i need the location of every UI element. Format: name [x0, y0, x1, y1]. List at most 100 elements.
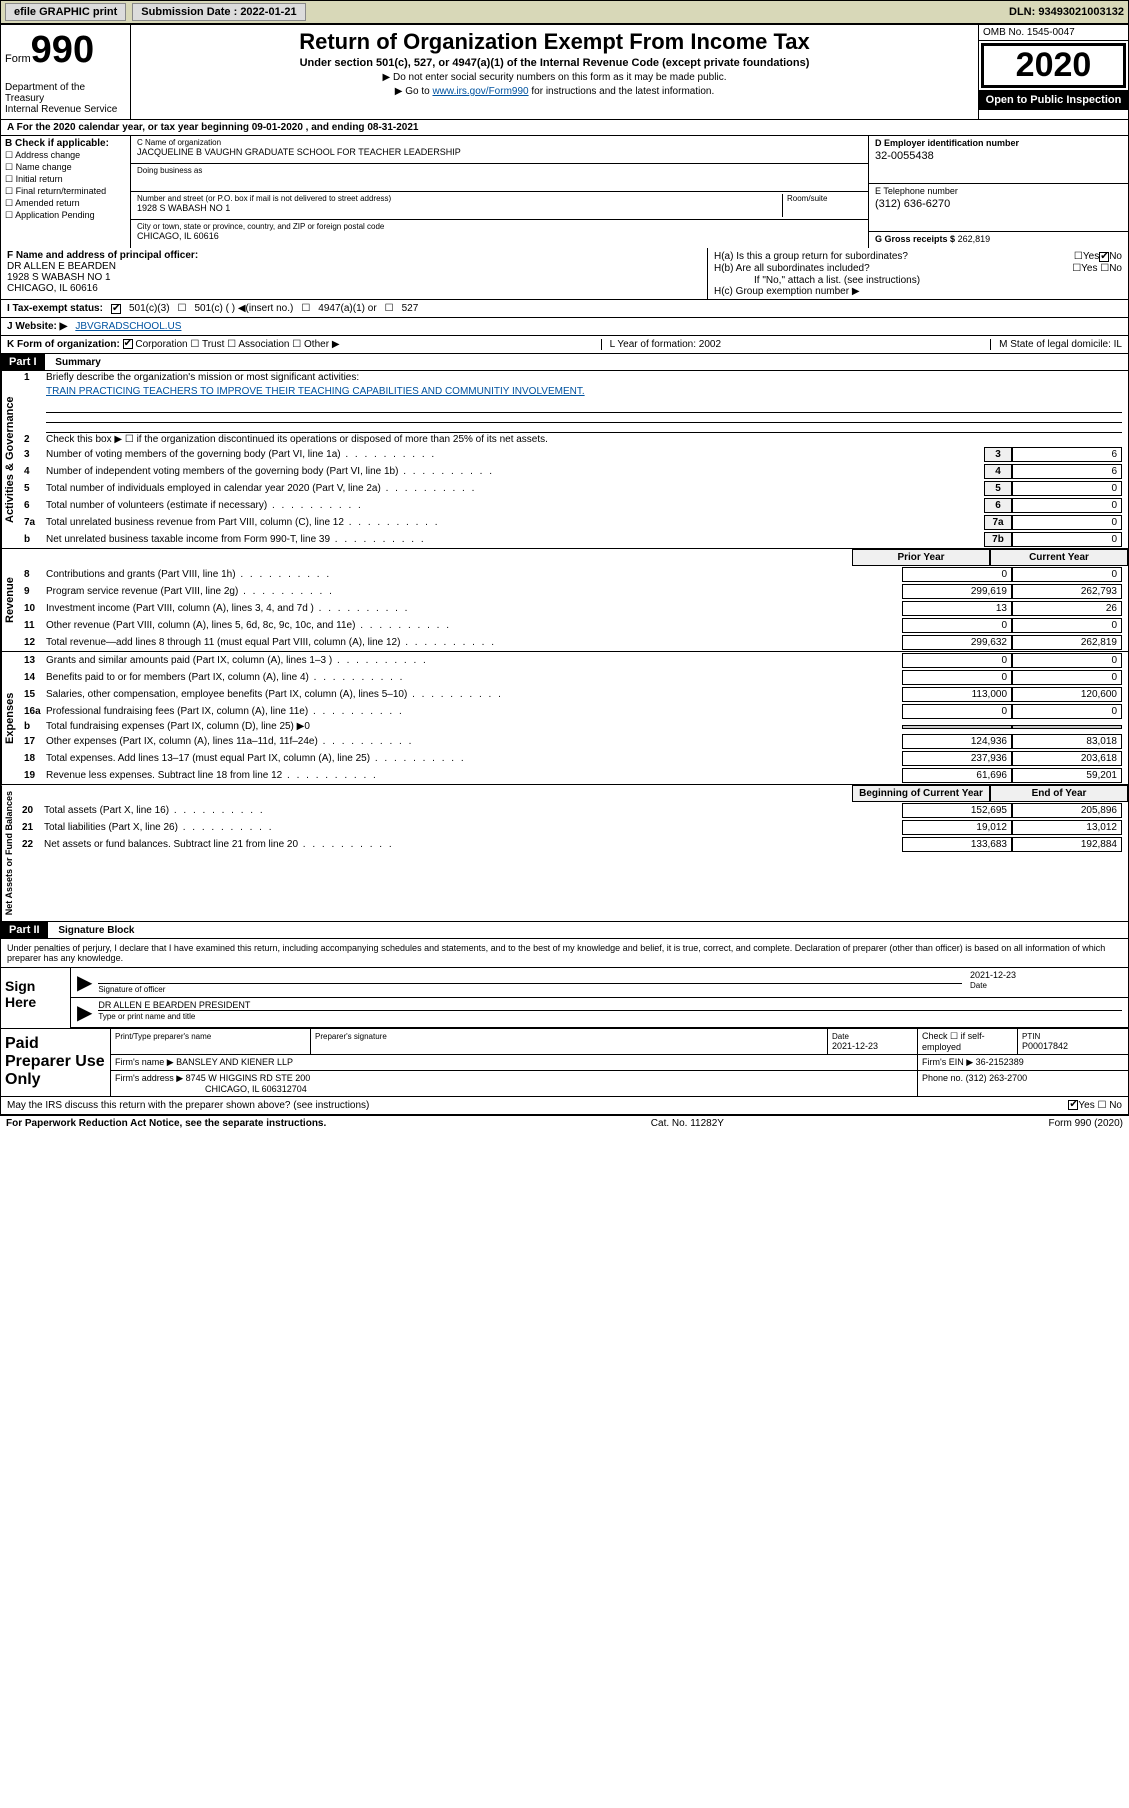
form-title: Return of Organization Exempt From Incom…	[141, 29, 968, 55]
cb-application-pending[interactable]: ☐ Application Pending	[5, 210, 126, 221]
line-21-current: 13,012	[1012, 820, 1122, 835]
line-22-prior: 133,683	[902, 837, 1012, 852]
officer-addr: 1928 S WABASH NO 1	[7, 272, 111, 283]
year-formation: L Year of formation: 2002	[601, 339, 729, 350]
col-beginning: Beginning of Current Year	[852, 785, 990, 802]
k-org-row: K Form of organization: Corporation ☐ Tr…	[0, 336, 1129, 354]
line-21-prior: 19,012	[902, 820, 1012, 835]
line-16a-current: 0	[1012, 704, 1122, 719]
tax-year: 2020	[981, 43, 1126, 88]
l1-desc: Briefly describe the organization's miss…	[46, 372, 1122, 383]
line-15-prior: 113,000	[902, 687, 1012, 702]
line-20-current: 205,896	[1012, 803, 1122, 818]
line-10-current: 26	[1012, 601, 1122, 616]
line-11: 11Other revenue (Part VIII, column (A), …	[18, 617, 1128, 634]
line-9: 9Program service revenue (Part VIII, lin…	[18, 583, 1128, 600]
discuss-yes[interactable]	[1068, 1100, 1078, 1110]
line-17-current: 83,018	[1012, 734, 1122, 749]
line-19: 19Revenue less expenses. Subtract line 1…	[18, 767, 1128, 784]
website-link[interactable]: JBVGRADSCHOOL.US	[75, 321, 181, 332]
line-18-current: 203,618	[1012, 751, 1122, 766]
org-address: 1928 S WABASH NO 1	[137, 203, 782, 213]
line-16a-prior: 0	[902, 704, 1012, 719]
part1-hdr: Part I	[1, 354, 45, 370]
line-5: 5Total number of individuals employed in…	[18, 480, 1128, 497]
cb-name-change[interactable]: ☐ Name change	[5, 162, 126, 173]
officer-city: CHICAGO, IL 60616	[7, 283, 98, 294]
form-ref: Form 990 (2020)	[1049, 1118, 1123, 1129]
l2-desc: Check this box ▶ ☐ if the organization d…	[46, 434, 1122, 445]
line-9-current: 262,793	[1012, 584, 1122, 599]
ha-no-checked[interactable]	[1099, 252, 1109, 262]
cb-501c3[interactable]	[111, 304, 121, 314]
line-14: 14Benefits paid to or for members (Part …	[18, 669, 1128, 686]
line-8: 8Contributions and grants (Part VIII, li…	[18, 566, 1128, 583]
cb-address-change[interactable]: ☐ Address change	[5, 150, 126, 161]
part1-title: Summary	[47, 355, 109, 370]
sig-name: DR ALLEN E BEARDEN PRESIDENT	[98, 1000, 1122, 1011]
line-12-current: 262,819	[1012, 635, 1122, 650]
tab-expenses: Expenses	[1, 652, 18, 784]
cb-corporation[interactable]	[123, 339, 133, 349]
sign-here-label: Sign Here	[1, 968, 71, 1028]
line-6: 6Total number of volunteers (estimate if…	[18, 497, 1128, 514]
line-20-prior: 152,695	[902, 803, 1012, 818]
line-18-prior: 237,936	[902, 751, 1012, 766]
tab-revenue: Revenue	[1, 549, 18, 651]
cb-amended-return[interactable]: ☐ Amended return	[5, 198, 126, 209]
c-name-lbl: C Name of organization	[137, 138, 862, 147]
city-lbl: City or town, state or province, country…	[137, 222, 862, 231]
firm-ein: 36-2152389	[976, 1057, 1024, 1067]
dba-lbl: Doing business as	[137, 166, 862, 175]
line-12-prior: 299,632	[902, 635, 1012, 650]
cb-initial-return[interactable]: ☐ Initial return	[5, 174, 126, 185]
line-16a: 16aProfessional fundraising fees (Part I…	[18, 703, 1128, 720]
tax-exempt-row: I Tax-exempt status: 501(c)(3) ☐ 501(c) …	[0, 300, 1129, 318]
dln-label: DLN: 93493021003132	[1009, 6, 1124, 18]
line-11-current: 0	[1012, 618, 1122, 633]
public-inspection: Open to Public Inspection	[979, 90, 1128, 110]
section-revenue: Revenue Prior YearCurrent Year 8Contribu…	[0, 549, 1129, 652]
submission-date-button[interactable]: Submission Date : 2022-01-21	[132, 3, 305, 21]
ptin: P00017842	[1022, 1041, 1068, 1051]
efile-print-button[interactable]: efile GRAPHIC print	[5, 3, 126, 21]
phone-value: (312) 636-6270	[875, 198, 1122, 210]
cb-final-return[interactable]: ☐ Final return/terminated	[5, 186, 126, 197]
firm-addr: 8745 W HIGGINS RD STE 200	[186, 1073, 311, 1083]
state-domicile: M State of legal domicile: IL	[990, 339, 1122, 350]
line-15-current: 120,600	[1012, 687, 1122, 702]
irs-link[interactable]: www.irs.gov/Form990	[432, 86, 528, 97]
ein-value: 32-0055438	[875, 150, 1122, 162]
top-bar: efile GRAPHIC print Submission Date : 20…	[0, 0, 1129, 24]
line-b: bNet unrelated business taxable income f…	[18, 531, 1128, 548]
line-3: 3Number of voting members of the governi…	[18, 446, 1128, 463]
website-row: J Website: ▶ JBVGRADSCHOOL.US	[0, 318, 1129, 336]
penalty-text: Under penalties of perjury, I declare th…	[1, 939, 1128, 967]
room-lbl: Room/suite	[787, 194, 862, 203]
f-lbl: F Name and address of principal officer:	[7, 250, 198, 261]
col-current: Current Year	[990, 549, 1128, 566]
col-b-checkboxes: B Check if applicable: ☐ Address change …	[1, 136, 131, 248]
tab-governance: Activities & Governance	[1, 371, 18, 548]
grid-bcd: B Check if applicable: ☐ Address change …	[0, 136, 1129, 248]
ein-lbl: D Employer identification number	[875, 138, 1019, 148]
sig-type-lbl: Type or print name and title	[98, 1012, 195, 1021]
phone-lbl: E Telephone number	[875, 186, 958, 196]
paid-preparer-label: Paid Preparer Use Only	[1, 1029, 111, 1096]
section-governance: Activities & Governance 1Briefly describ…	[0, 371, 1129, 549]
sig-date: 2021-12-23	[970, 970, 1122, 980]
form-header: Form990 Department of the Treasury Inter…	[0, 24, 1129, 120]
line-15: 15Salaries, other compensation, employee…	[18, 686, 1128, 703]
org-name: JACQUELINE B VAUGHN GRADUATE SCHOOL FOR …	[137, 147, 862, 157]
hb-note: If "No," attach a list. (see instruction…	[714, 275, 1122, 286]
discuss-text: May the IRS discuss this return with the…	[7, 1100, 1068, 1111]
line-7a: 7aTotal unrelated business revenue from …	[18, 514, 1128, 531]
pp-check[interactable]: Check ☐ if self-employed	[922, 1031, 985, 1052]
dept-label: Department of the Treasury Internal Reve…	[5, 82, 126, 115]
line-13: 13Grants and similar amounts paid (Part …	[18, 652, 1128, 669]
line-22: 22Net assets or fund balances. Subtract …	[16, 836, 1128, 853]
hc-lbl: H(c) Group exemption number ▶	[714, 286, 1122, 297]
line-b-current	[1012, 725, 1122, 729]
instr-ssn: ▶ Do not enter social security numbers o…	[141, 72, 968, 83]
addr-lbl: Number and street (or P.O. box if mail i…	[137, 194, 782, 203]
